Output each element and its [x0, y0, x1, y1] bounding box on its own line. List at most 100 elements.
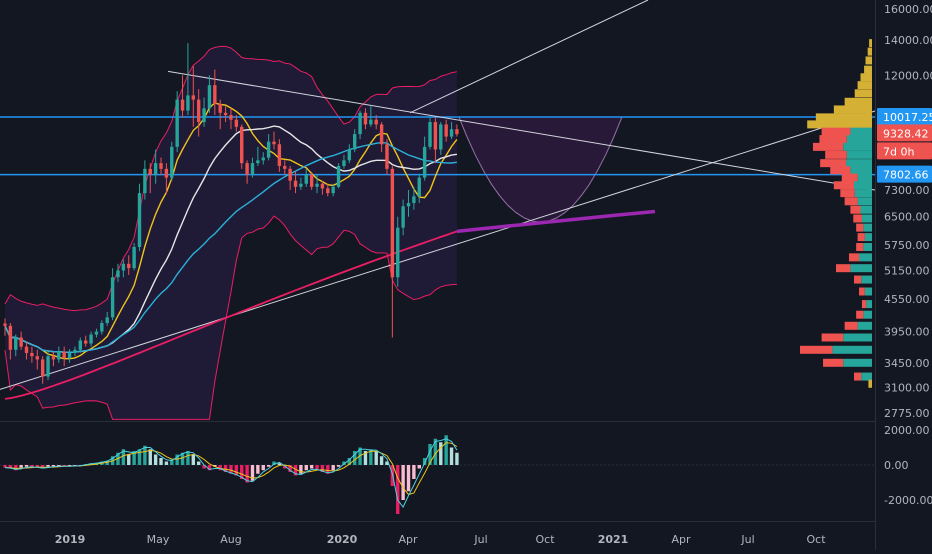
- level-high-label: 10017.25: [877, 107, 932, 125]
- candle-body: [358, 112, 362, 135]
- volume-profile-sell-bar: [854, 275, 862, 284]
- time-tick-label: Aug: [220, 533, 241, 546]
- candle-body: [353, 134, 357, 150]
- candle: [304, 168, 308, 187]
- candle: [30, 346, 34, 363]
- volume-profile-buy-bar: [832, 345, 872, 354]
- volume-profile-row: [861, 300, 872, 309]
- last-price-label-box: [877, 124, 932, 142]
- oscillator-pane[interactable]: [0, 435, 875, 514]
- oscillator-bar: [175, 454, 179, 465]
- candle: [288, 165, 292, 190]
- candle: [342, 154, 346, 169]
- candle-body: [218, 103, 222, 113]
- volume-profile-buy-bar: [857, 173, 872, 182]
- candle: [336, 163, 341, 189]
- candle-body: [374, 119, 378, 125]
- candle: [24, 341, 29, 360]
- level-low-label-box: [877, 165, 932, 183]
- candle: [170, 141, 174, 181]
- volume-profile-row: [844, 321, 872, 330]
- candle: [245, 160, 249, 184]
- oscillator-bar: [240, 465, 244, 479]
- candle-body: [266, 141, 271, 158]
- oscillator-bar: [137, 449, 142, 465]
- price-tick-label: 5150.00: [884, 264, 930, 277]
- candle: [299, 177, 303, 190]
- candle: [272, 131, 276, 150]
- candle-body: [78, 340, 83, 350]
- countdown-label-box: [877, 142, 932, 160]
- oscillator-bar: [196, 461, 201, 465]
- candle-body: [143, 168, 147, 194]
- oscillator-bar: [363, 451, 368, 465]
- candle: [67, 349, 72, 363]
- oscillator-bar: [143, 445, 147, 465]
- candle-body: [385, 144, 389, 169]
- volume-profile-value-bar: [807, 120, 872, 129]
- candle: [100, 320, 104, 335]
- candle: [196, 89, 201, 137]
- oscillator-bar: [148, 449, 152, 465]
- candle: [240, 124, 244, 169]
- candle: [127, 255, 131, 275]
- oscillator-bar: [250, 465, 255, 481]
- volume-profile-sell-bar: [844, 197, 858, 206]
- oscillator-bar: [369, 449, 373, 465]
- candle-body: [175, 99, 179, 147]
- candle-body: [256, 160, 260, 164]
- candle-body: [331, 186, 335, 194]
- volume-profile-value-bar: [867, 47, 872, 56]
- oscillator-bar: [67, 465, 72, 467]
- candle: [218, 99, 222, 130]
- candle: [277, 139, 282, 172]
- volume-profile-row: [821, 333, 872, 342]
- candle-body: [455, 129, 459, 135]
- candle: [14, 334, 18, 357]
- candle: [293, 171, 298, 194]
- candle-body: [406, 202, 411, 207]
- candle-body: [153, 163, 158, 175]
- candle-body: [94, 331, 99, 335]
- candle: [444, 119, 448, 142]
- level-high-label-text: 10017.25: [883, 111, 932, 124]
- oscillator-axis[interactable]: 2000.00 0.00 -2000.00: [884, 424, 932, 507]
- oscillator-bar: [170, 459, 174, 465]
- volume-profile-row: [825, 150, 872, 159]
- oscillator-bar: [433, 438, 438, 465]
- oscillator-bar: [229, 465, 233, 474]
- oscillator-bar: [315, 465, 319, 471]
- time-tick-label: Apr: [671, 533, 691, 546]
- oscillator-bar: [288, 465, 292, 472]
- candle: [84, 335, 88, 347]
- oscillator-bar: [24, 465, 29, 467]
- time-axis[interactable]: 2019 May Aug 2020 Apr Jul Oct 2021 Apr Jul Oct: [55, 533, 827, 546]
- volume-profile-row: [856, 310, 872, 319]
- oscillator-bar: [283, 465, 287, 469]
- ma-projection-line: [456, 209, 656, 234]
- level-low-label-text: 7802.66: [883, 169, 929, 182]
- volume-profile-row: [807, 120, 872, 129]
- volume-profile-buy-bar: [843, 333, 872, 342]
- volume-profile-buy-bar: [854, 181, 872, 190]
- candle-body: [444, 124, 448, 137]
- candle: [3, 318, 7, 336]
- volume-profile-buy-bar: [857, 321, 872, 330]
- volume-profile-buy-bar: [850, 264, 872, 273]
- candle-body: [84, 340, 88, 344]
- time-tick-label: Apr: [398, 533, 418, 546]
- candle: [256, 146, 260, 166]
- volume-profile-value-bar: [815, 113, 872, 122]
- candle: [153, 149, 158, 184]
- volume-profile-row: [815, 113, 872, 122]
- price-pane[interactable]: [0, 0, 876, 420]
- volume-profile-buy-bar: [850, 166, 872, 175]
- price-tick-label: 3450.00: [884, 357, 930, 370]
- candle: [385, 139, 389, 175]
- candle: [331, 183, 335, 197]
- volume-profile-buy-bar: [864, 287, 872, 296]
- price-tick-label: 16000.00: [884, 3, 932, 16]
- bollinger-lower-line: [4, 215, 457, 420]
